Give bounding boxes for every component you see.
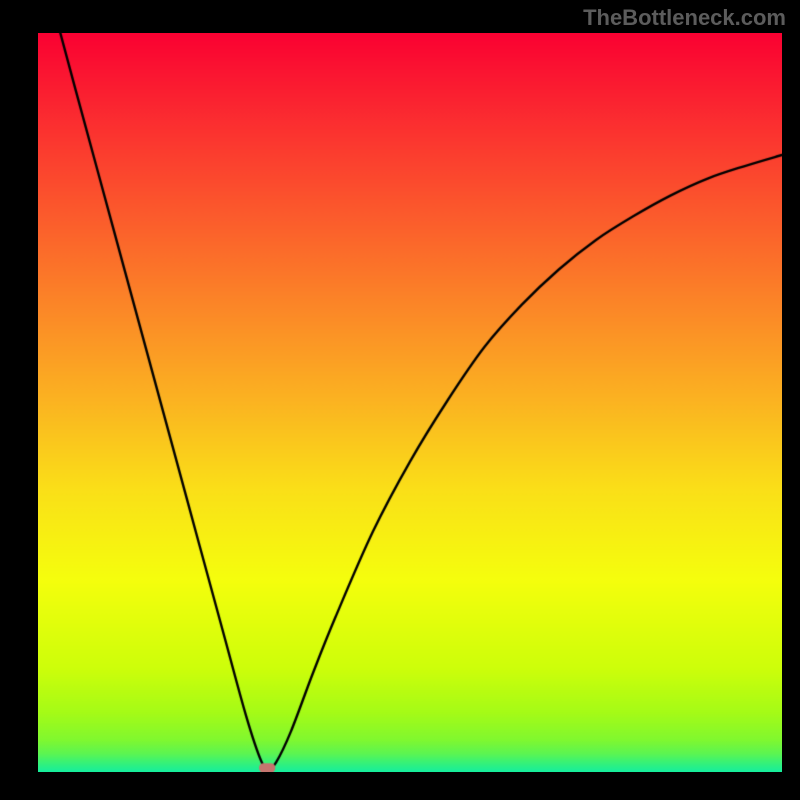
plot-canvas <box>38 33 782 772</box>
plot-area <box>38 33 782 772</box>
watermark: TheBottleneck.com <box>583 5 786 31</box>
